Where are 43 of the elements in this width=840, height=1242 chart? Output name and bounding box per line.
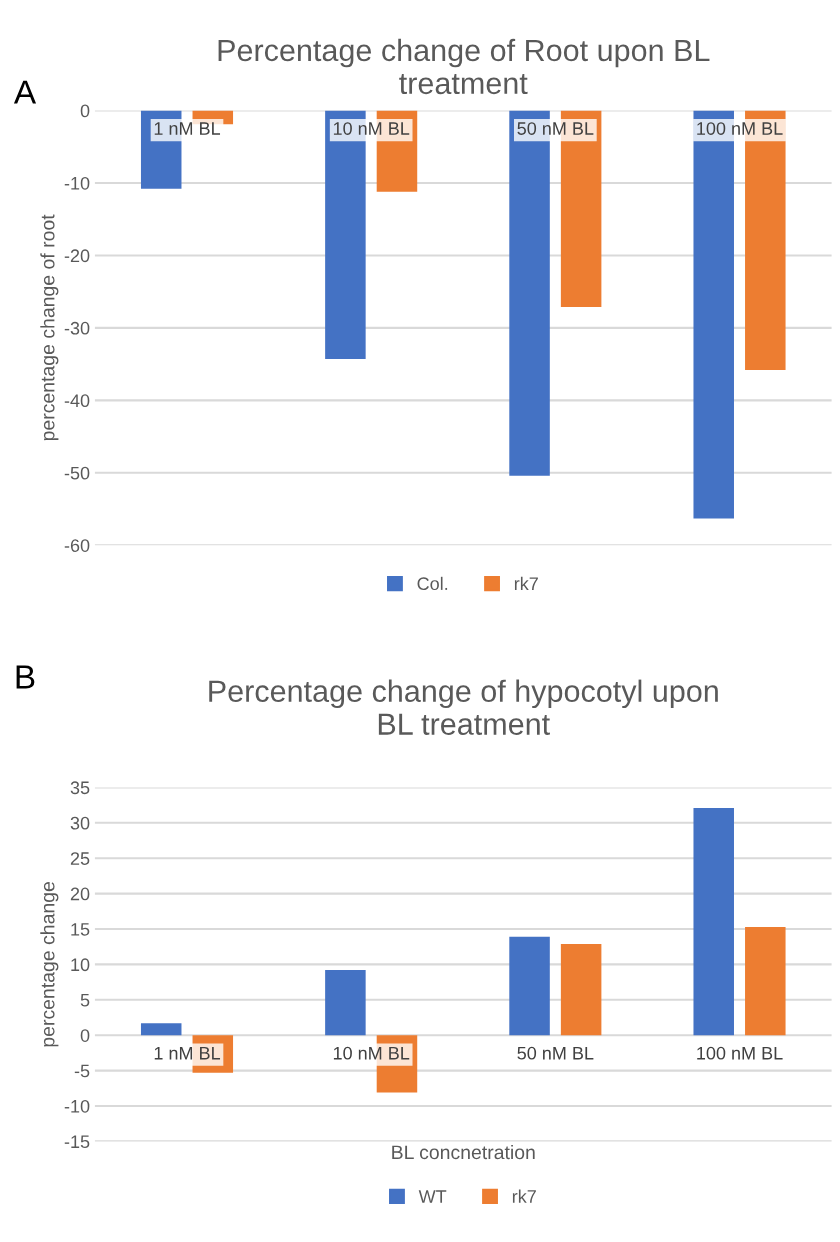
x-axis-title: BL concnetration — [392, 1144, 535, 1160]
y-axis-title: percentage change of root — [40, 214, 59, 441]
y-tick-label: 25 — [70, 852, 90, 865]
y-tick-label: 0 — [80, 1029, 90, 1042]
y-tick-label: 35 — [70, 781, 90, 795]
y-tick-label: 0 — [80, 104, 90, 118]
y-tick-label: 30 — [70, 816, 90, 830]
y-tick-label: -20 — [64, 249, 90, 263]
y-tick-label: -50 — [64, 466, 90, 480]
x-tick-label: 100 nM BL — [697, 1046, 783, 1060]
bar — [140, 1023, 182, 1036]
bar — [509, 936, 550, 1036]
y-tick-label: -5 — [74, 1064, 90, 1078]
y-axis-title: percentage change — [40, 882, 59, 1047]
y-tick-label: 10 — [71, 958, 90, 972]
y-tick-label: -60 — [64, 539, 90, 552]
bar — [745, 926, 786, 1036]
chart-title: Percentage change of hypocotyl upon BL treatment — [209, 679, 718, 735]
text: B — [16, 665, 35, 689]
text: A — [13, 80, 37, 104]
x-tick-label: 100 nM BL — [697, 122, 783, 135]
y-tick-label: -40 — [64, 394, 90, 408]
legend-label: rk7 — [514, 576, 538, 590]
x-tick-label: 50 nM BL — [517, 1046, 594, 1060]
x-tick-label: 10 nM BL — [333, 1046, 410, 1060]
x-tick-label: 1 nM BL — [154, 122, 221, 135]
x-tick-label: 10 nM BL — [333, 122, 410, 135]
y-tick-label: -30 — [64, 321, 90, 335]
y-tick-label: 5 — [80, 993, 90, 1007]
chart-title: Percentage change of Root upon BL treatment — [218, 38, 710, 95]
legend-label: WT — [418, 1190, 447, 1203]
x-tick-label: 50 nM BL — [517, 122, 594, 135]
y-tick-label: 15 — [71, 923, 90, 936]
x-tick-label: 1 nM BL — [154, 1046, 221, 1060]
y-tick-label: -15 — [64, 1135, 90, 1149]
bar — [325, 970, 366, 1036]
y-tick-label: 20 — [70, 887, 90, 901]
legend-label: rk7 — [512, 1189, 536, 1203]
y-tick-label: -10 — [64, 1099, 90, 1113]
bar — [693, 807, 734, 1036]
bar — [560, 943, 602, 1036]
legend-label: Col. — [417, 576, 448, 591]
y-tick-label: -10 — [64, 176, 90, 190]
